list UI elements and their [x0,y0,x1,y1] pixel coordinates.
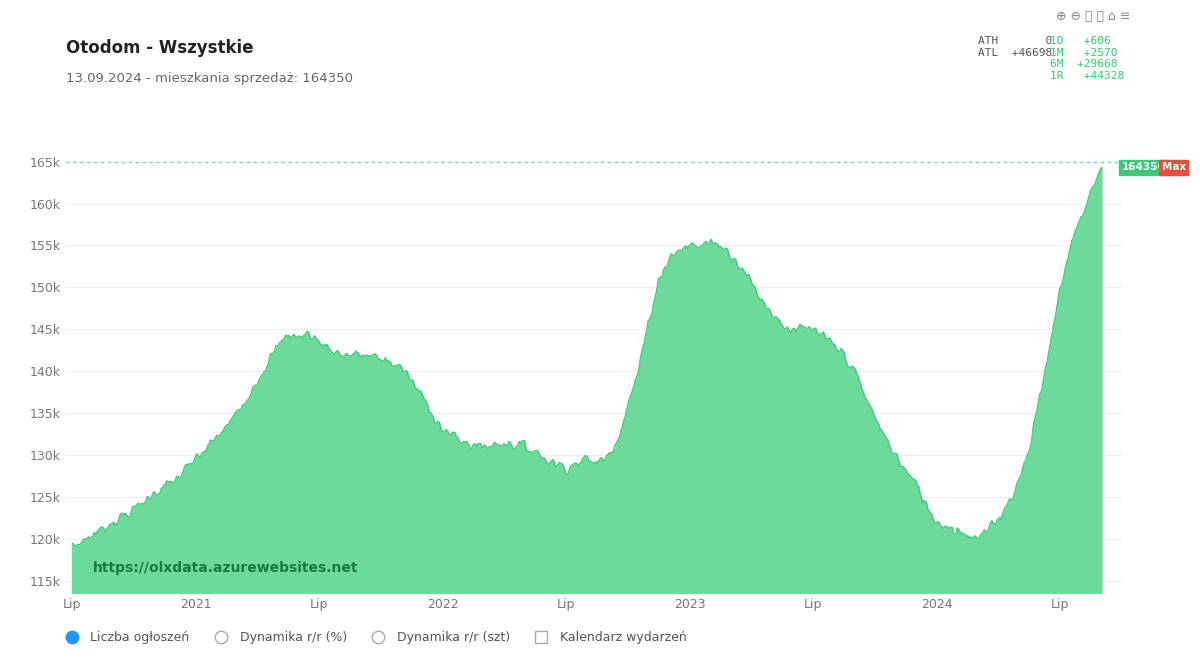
Text: ⊕ ⊖ 🔍 📋 ⌂ ≡: ⊕ ⊖ 🔍 📋 ⌂ ≡ [1056,10,1130,23]
Text: ATH       0
ATL  +46698: ATH 0 ATL +46698 [978,36,1052,58]
Text: 164350: 164350 [1122,162,1165,172]
Text: https://olxdata.azurewebsites.net: https://olxdata.azurewebsites.net [92,561,358,575]
Text: 1D   +606
1M   +2570
6M  +29668
1R   +44328: 1D +606 1M +2570 6M +29668 1R +44328 [1050,36,1124,81]
Text: Max: Max [1162,162,1186,172]
Legend: Liczba ogłoszeń, Dynamika r/r (%), Dynamika r/r (szt), Kalendarz wydarzeń: Liczba ogłoszeń, Dynamika r/r (%), Dynam… [54,627,691,650]
Text: Otodom - Wszystkie: Otodom - Wszystkie [66,39,253,57]
Text: 13.09.2024 - mieszkania sprzedaż: 164350: 13.09.2024 - mieszkania sprzedaż: 164350 [66,72,353,86]
